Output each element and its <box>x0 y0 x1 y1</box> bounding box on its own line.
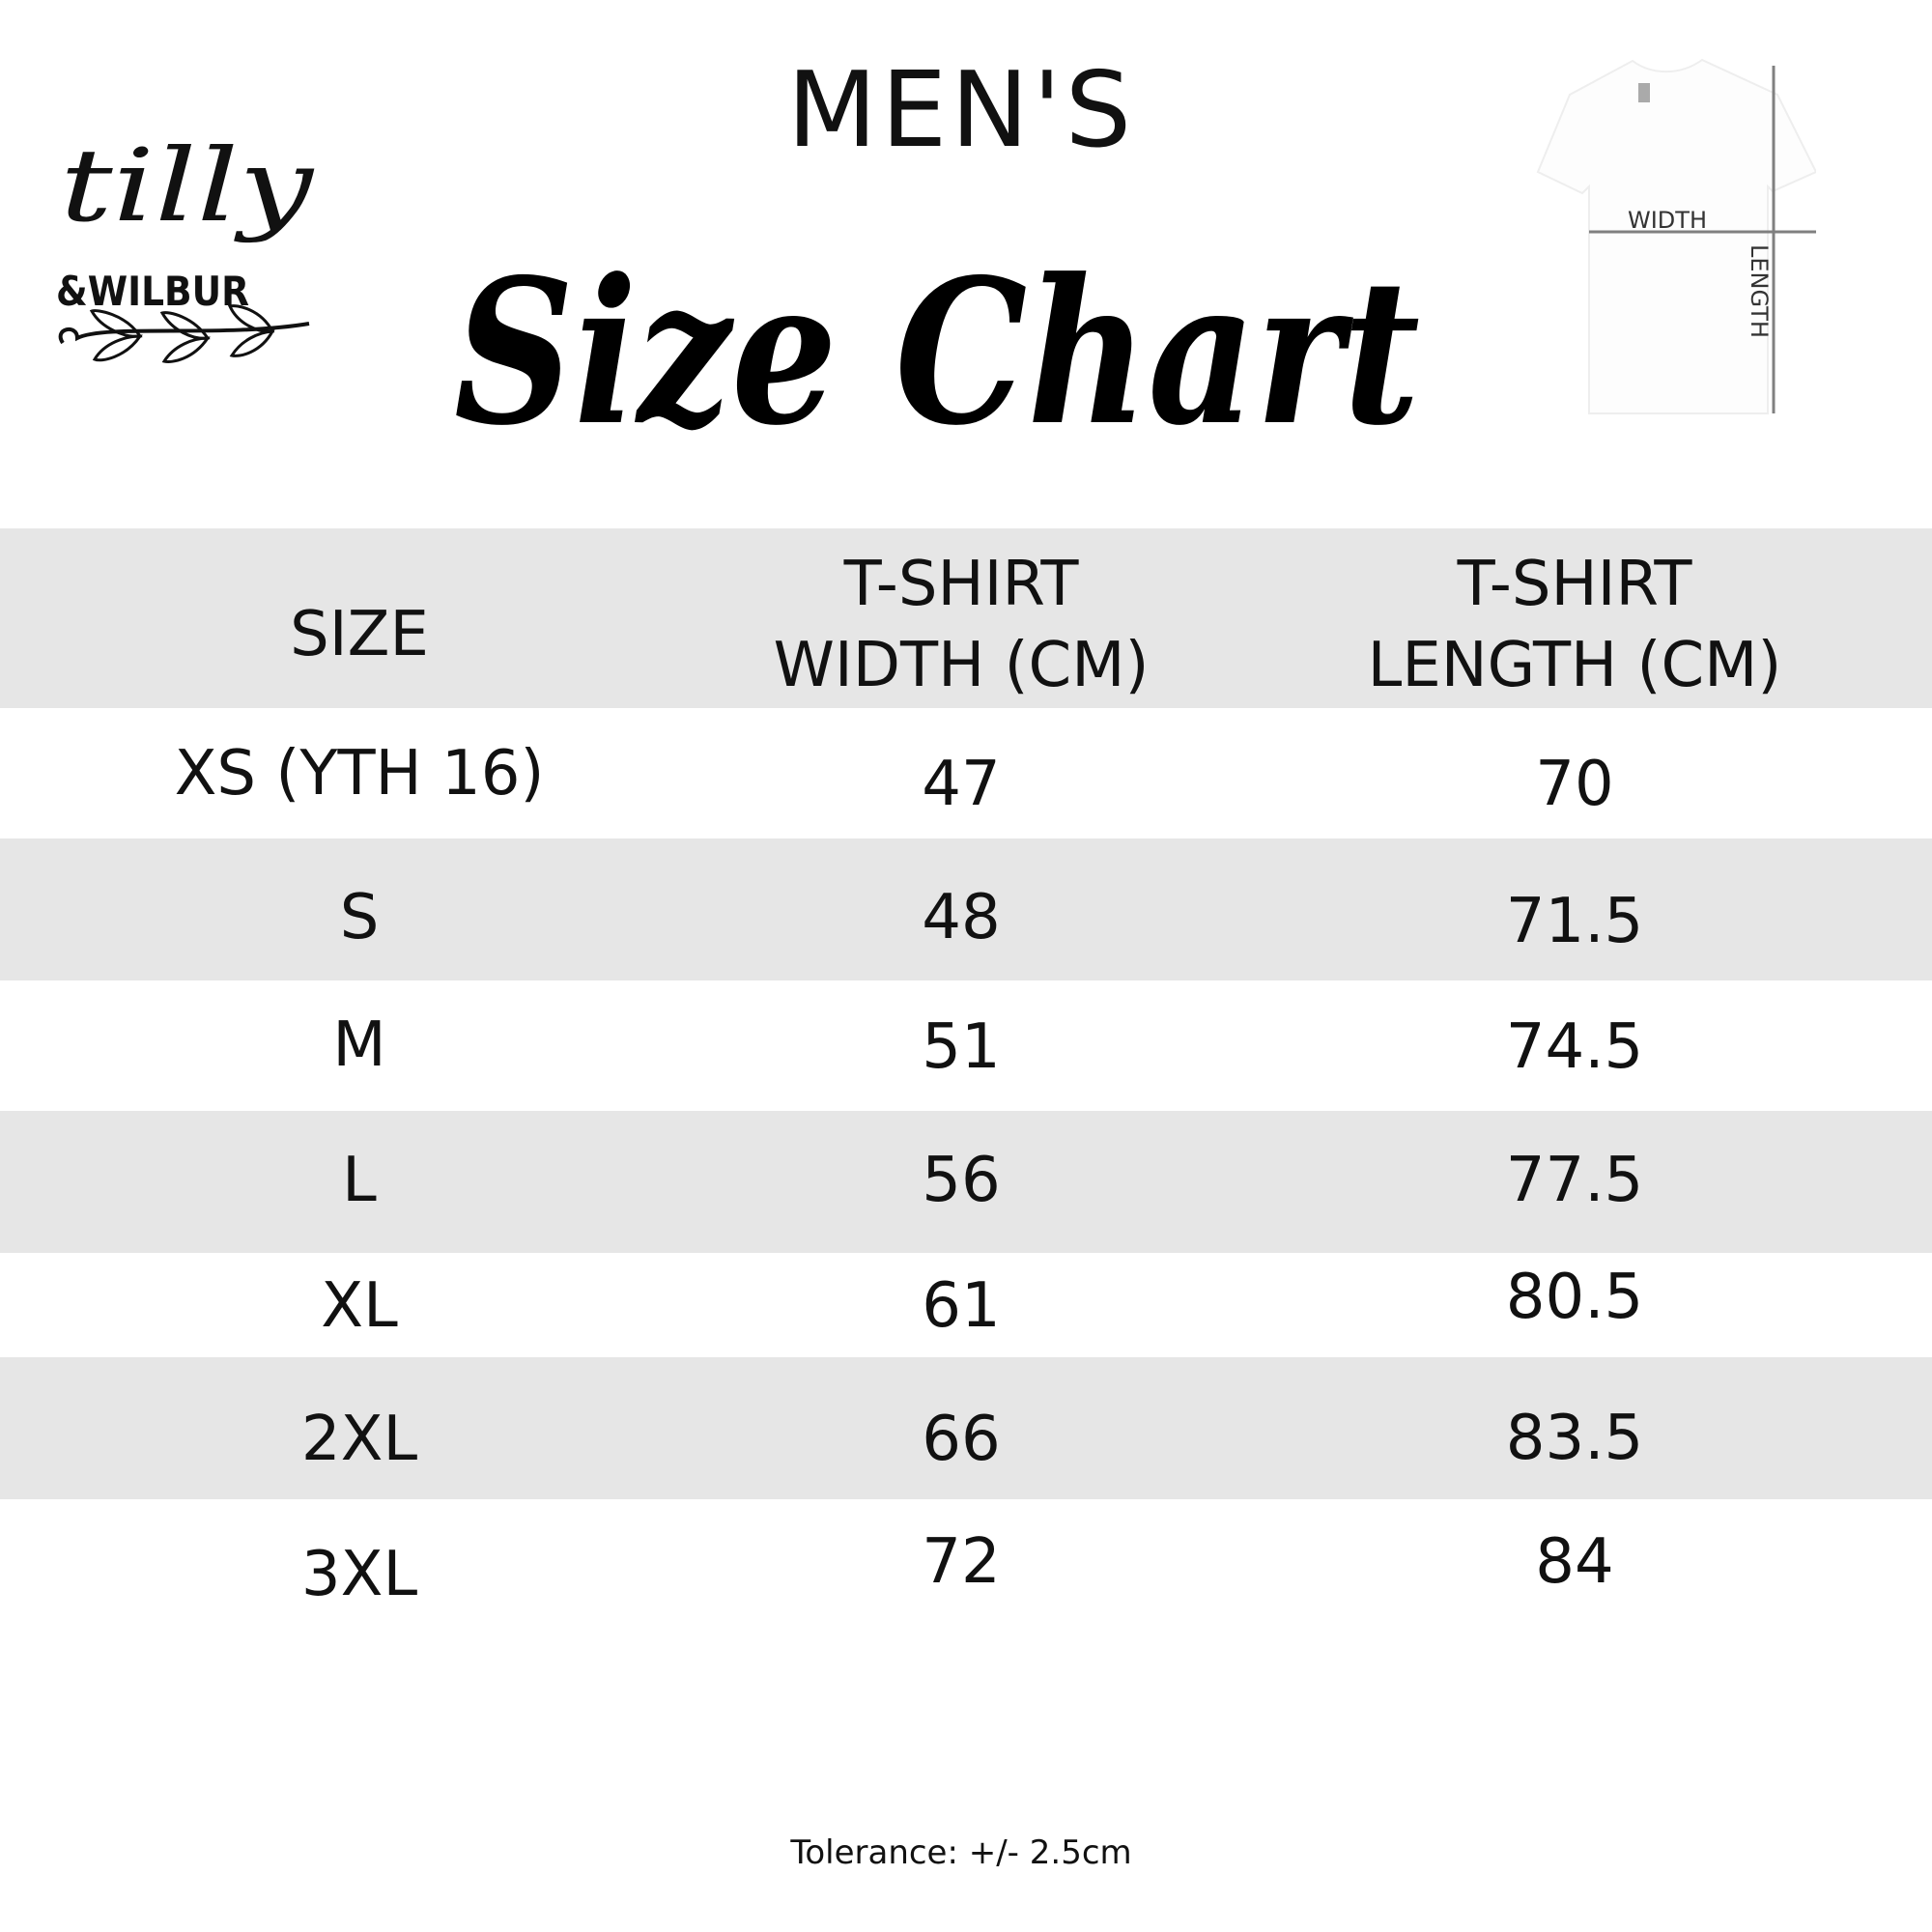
cell-width: 47 <box>922 749 1001 820</box>
svg-text:tilly: tilly <box>60 127 315 244</box>
cell-width: 61 <box>922 1270 1001 1342</box>
cell-length: 84 <box>1535 1526 1614 1598</box>
page-title: Size Chart <box>453 234 1420 470</box>
brand-logo: tilly &WILBUR <box>56 127 315 363</box>
cell-width: 66 <box>922 1404 1001 1475</box>
cell-length: 70 <box>1535 749 1614 820</box>
cell-width: 48 <box>922 882 1001 953</box>
row-band <box>0 1111 1932 1253</box>
tshirt-measurement-diagram: WIDTH LENGTH <box>1536 58 1816 414</box>
tolerance-note: Tolerance: +/- 2.5cm <box>790 1833 1132 1872</box>
cell-size: 3XL <box>300 1539 418 1610</box>
cell-width: 56 <box>922 1145 1001 1216</box>
cell-length: 74.5 <box>1505 1011 1644 1083</box>
column-header-size: SIZE <box>290 599 429 670</box>
page-subtitle: MEN'S <box>786 50 1136 171</box>
column-header-length: T-SHIRT LENGTH (CM) <box>1367 549 1782 701</box>
cell-length: 80.5 <box>1505 1262 1644 1333</box>
cell-length: 77.5 <box>1505 1145 1644 1216</box>
cell-size: L <box>342 1145 377 1216</box>
row-band <box>0 1357 1932 1499</box>
row-band <box>0 838 1932 980</box>
cell-length: 71.5 <box>1505 886 1644 957</box>
cell-width: 72 <box>922 1526 1001 1598</box>
cell-size: XS (YTH 16) <box>174 738 545 810</box>
cell-size: M <box>332 1009 386 1081</box>
cell-size: S <box>339 882 380 953</box>
cell-size: 2XL <box>300 1404 418 1475</box>
table-header-band <box>0 528 1932 708</box>
cell-size: XL <box>321 1270 398 1342</box>
svg-text:&WILBUR: &WILBUR <box>56 268 249 315</box>
cell-width: 51 <box>922 1011 1001 1083</box>
width-label: WIDTH <box>1628 207 1707 234</box>
length-label: LENGTH <box>1746 244 1773 338</box>
column-header-width: T-SHIRT WIDTH (CM) <box>773 549 1150 701</box>
cell-length: 83.5 <box>1505 1403 1644 1474</box>
